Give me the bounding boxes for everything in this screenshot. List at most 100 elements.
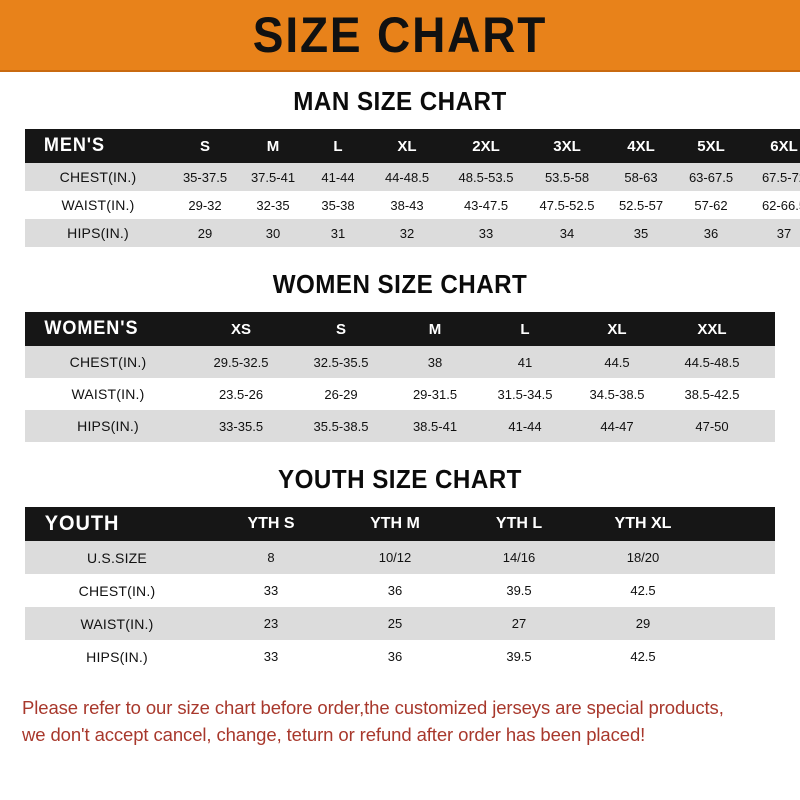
youth-col-l: YTH L bbox=[495, 515, 543, 532]
men-hips-6xl: 37 bbox=[776, 225, 792, 241]
men-size-table: MEN'S S M L XL 2XL 3XL 4XL 5XL 6XL CHEST… bbox=[25, 129, 800, 247]
youth-ussize-s: 8 bbox=[267, 550, 275, 565]
spacer bbox=[0, 442, 800, 464]
men-section-title: MAN SIZE CHART bbox=[293, 86, 507, 116]
youth-table-body: U.S.SIZE 8 10/12 14/16 18/20 CHEST(IN.) … bbox=[25, 541, 775, 673]
women-chest-l: 41 bbox=[517, 354, 533, 370]
men-chest-5xl: 63-67.5 bbox=[688, 169, 734, 185]
table-row: HIPS(IN.) 29 30 31 32 33 34 35 36 37 bbox=[25, 219, 800, 247]
disclaimer-line-1: Please refer to our size chart before or… bbox=[22, 697, 724, 718]
youth-row-label-waist: WAIST(IN.) bbox=[80, 615, 154, 632]
youth-hips-m: 36 bbox=[387, 649, 403, 664]
men-header-row: MEN'S S M L XL 2XL 3XL 4XL 5XL 6XL bbox=[25, 129, 800, 163]
women-table-body: CHEST(IN.) 29.5-32.5 32.5-35.5 38 41 44.… bbox=[25, 346, 775, 442]
youth-row-label-chest: CHEST(IN.) bbox=[78, 582, 156, 599]
men-hips-4xl: 35 bbox=[633, 225, 649, 241]
men-waist-m: 32-35 bbox=[256, 197, 290, 213]
men-col-3xl: 3XL bbox=[553, 137, 581, 155]
men-col-5xl: 5XL bbox=[697, 137, 725, 155]
women-waist-xl: 34.5-38.5 bbox=[589, 386, 645, 402]
women-chest-spacer bbox=[761, 346, 775, 378]
youth-col-spacer bbox=[705, 507, 775, 541]
women-col-xl: XL bbox=[607, 320, 627, 338]
disclaimer-line-2: we don't accept cancel, change, teturn o… bbox=[22, 723, 646, 745]
youth-row-label-hips: HIPS(IN.) bbox=[86, 648, 148, 665]
men-chest-2xl: 48.5-53.5 bbox=[458, 169, 514, 185]
table-row: CHEST(IN.) 29.5-32.5 32.5-35.5 38 41 44.… bbox=[25, 346, 775, 378]
youth-chest-m: 36 bbox=[387, 583, 403, 598]
youth-corner-label: YOUTH bbox=[44, 512, 120, 535]
men-chest-m: 37.5-41 bbox=[250, 169, 296, 185]
men-row-label-chest: CHEST(IN.) bbox=[59, 169, 137, 185]
youth-table-head: YOUTH YTH S YTH M YTH L YTH XL bbox=[25, 507, 775, 541]
youth-chest-s: 33 bbox=[263, 583, 279, 598]
men-row-label-waist: WAIST(IN.) bbox=[61, 197, 135, 213]
youth-chest-spacer bbox=[705, 574, 775, 607]
women-section-title: WOMEN SIZE CHART bbox=[272, 269, 528, 299]
women-table-head: WOMEN'S XS S M L XL XXL bbox=[25, 312, 775, 346]
women-col-xs: XS bbox=[230, 320, 251, 338]
youth-hips-spacer bbox=[705, 640, 775, 673]
women-col-spacer bbox=[761, 312, 775, 346]
women-chest-s: 32.5-35.5 bbox=[313, 354, 369, 370]
women-chest-xs: 29.5-32.5 bbox=[213, 354, 269, 370]
table-row: CHEST(IN.) 33 36 39.5 42.5 bbox=[25, 574, 775, 607]
women-hips-xxl: 47-50 bbox=[695, 418, 729, 434]
women-waist-spacer bbox=[761, 378, 775, 410]
women-row-label-chest: CHEST(IN.) bbox=[69, 354, 147, 370]
men-waist-s: 29-32 bbox=[188, 197, 222, 213]
women-hips-m: 38.5-41 bbox=[412, 418, 458, 434]
youth-hips-s: 33 bbox=[263, 649, 279, 664]
youth-row-label-ussize: U.S.SIZE bbox=[87, 549, 147, 566]
disclaimer-text: Please refer to our size chart before or… bbox=[22, 695, 778, 749]
women-row-label-hips: HIPS(IN.) bbox=[77, 418, 139, 434]
page-title: SIZE CHART bbox=[252, 7, 548, 63]
youth-hips-xl: 42.5 bbox=[630, 649, 656, 664]
men-col-4xl: 4XL bbox=[627, 137, 655, 155]
women-header-row: WOMEN'S XS S M L XL XXL bbox=[25, 312, 775, 346]
spacer bbox=[0, 72, 800, 86]
women-chest-m: 38 bbox=[427, 354, 443, 370]
men-col-xl: XL bbox=[397, 137, 417, 155]
table-row: HIPS(IN.) 33 36 39.5 42.5 bbox=[25, 640, 775, 673]
women-waist-s: 26-29 bbox=[324, 386, 358, 402]
women-col-xxl: XXL bbox=[697, 320, 727, 338]
youth-section-title: YOUTH SIZE CHART bbox=[278, 464, 522, 494]
youth-waist-xl: 29 bbox=[635, 616, 651, 631]
youth-size-table: YOUTH YTH S YTH M YTH L YTH XL U.S.SIZE … bbox=[25, 507, 775, 673]
men-chest-3xl: 53.5-58 bbox=[544, 169, 590, 185]
spacer bbox=[0, 247, 800, 269]
table-row: CHEST(IN.) 35-37.5 37.5-41 41-44 44-48.5… bbox=[25, 163, 800, 191]
women-waist-m: 29-31.5 bbox=[412, 386, 458, 402]
youth-waist-spacer bbox=[705, 607, 775, 640]
youth-ussize-l: 14/16 bbox=[502, 550, 536, 565]
youth-col-s: YTH S bbox=[247, 515, 295, 532]
youth-ussize-spacer bbox=[705, 541, 775, 574]
men-hips-xl: 32 bbox=[399, 225, 415, 241]
youth-waist-s: 23 bbox=[263, 616, 279, 631]
men-waist-xl: 38-43 bbox=[390, 197, 424, 213]
youth-col-m: YTH M bbox=[370, 515, 420, 532]
women-chest-xxl: 44.5-48.5 bbox=[684, 354, 740, 370]
men-col-l: L bbox=[333, 137, 343, 155]
women-waist-xs: 23.5-26 bbox=[218, 386, 264, 402]
men-col-6xl: 6XL bbox=[770, 137, 798, 155]
women-hips-xs: 33-35.5 bbox=[218, 418, 264, 434]
women-hips-xl: 44-47 bbox=[600, 418, 634, 434]
men-col-m: M bbox=[266, 137, 280, 155]
women-hips-s: 35.5-38.5 bbox=[313, 418, 369, 434]
men-hips-l: 31 bbox=[330, 225, 346, 241]
women-waist-xxl: 38.5-42.5 bbox=[684, 386, 740, 402]
table-row: WAIST(IN.) 23 25 27 29 bbox=[25, 607, 775, 640]
table-row: U.S.SIZE 8 10/12 14/16 18/20 bbox=[25, 541, 775, 574]
youth-chest-l: 39.5 bbox=[506, 583, 532, 598]
men-hips-m: 30 bbox=[265, 225, 281, 241]
youth-chest-xl: 42.5 bbox=[630, 583, 656, 598]
youth-ussize-m: 10/12 bbox=[378, 550, 412, 565]
spacer bbox=[0, 495, 800, 507]
men-waist-5xl: 57-62 bbox=[694, 197, 728, 213]
women-hips-l: 41-44 bbox=[508, 418, 542, 434]
women-waist-l: 31.5-34.5 bbox=[497, 386, 553, 402]
men-waist-3xl: 47.5-52.5 bbox=[539, 197, 595, 213]
